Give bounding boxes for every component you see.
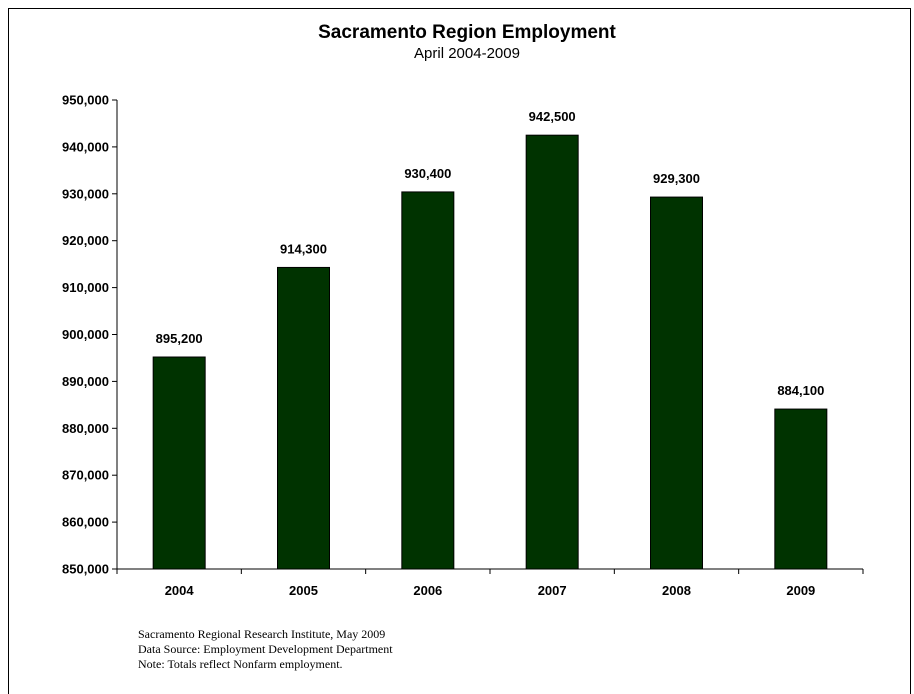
x-tick-label: 2007 [538, 583, 567, 598]
bar [152, 356, 206, 570]
y-tick-label: 950,000 [62, 93, 109, 108]
y-tick-label: 920,000 [62, 233, 109, 248]
y-tick-label: 860,000 [62, 515, 109, 530]
bar [525, 134, 579, 570]
y-tick-label: 930,000 [62, 186, 109, 201]
source-notes: Sacramento Regional Research Institute, … [138, 627, 393, 672]
data-label: 884,100 [777, 383, 824, 398]
bar [774, 408, 828, 570]
y-tick-label: 850,000 [62, 562, 109, 577]
x-tick-label: 2009 [786, 583, 815, 598]
x-tick-label: 2004 [165, 583, 195, 598]
note-line-totals: Note: Totals reflect Nonfarm employment. [138, 657, 343, 671]
bar [277, 266, 330, 570]
y-tick-label: 890,000 [62, 374, 109, 389]
y-tick-label: 940,000 [62, 139, 109, 154]
y-tick-label: 880,000 [62, 421, 109, 436]
y-tick-label: 910,000 [62, 280, 109, 295]
chart-title: Sacramento Region Employment [318, 22, 616, 43]
y-tick-label: 900,000 [62, 327, 109, 342]
chart-frame [8, 8, 911, 694]
bar [650, 196, 703, 570]
bars [152, 134, 828, 570]
data-label: 942,500 [529, 109, 576, 124]
data-labels: 895,200 914,300 930,400 942,500 929,300 884,1… [156, 109, 825, 398]
y-tick-label: 870,000 [62, 468, 109, 483]
x-tick-label: 2008 [662, 583, 691, 598]
chart-subtitle: April 2004-2009 [414, 45, 520, 62]
note-line-institute: Sacramento Regional Research Institute, … [138, 627, 386, 641]
note-line-data-source: Data Source: Employment Development Depa… [138, 642, 393, 656]
y-axis: 850,000 860,000 870,000 880,000 890,000 900,0… [62, 93, 118, 577]
bar [401, 191, 455, 570]
x-tick-label: 2006 [413, 583, 442, 598]
data-label: 895,200 [156, 331, 203, 346]
data-label: 930,400 [404, 166, 451, 181]
x-axis: 2004 2005 2006 2007 2008 2009 [116, 568, 864, 598]
x-tick-label: 2005 [289, 583, 318, 598]
data-label: 914,300 [280, 241, 327, 256]
data-label: 929,300 [653, 171, 700, 186]
